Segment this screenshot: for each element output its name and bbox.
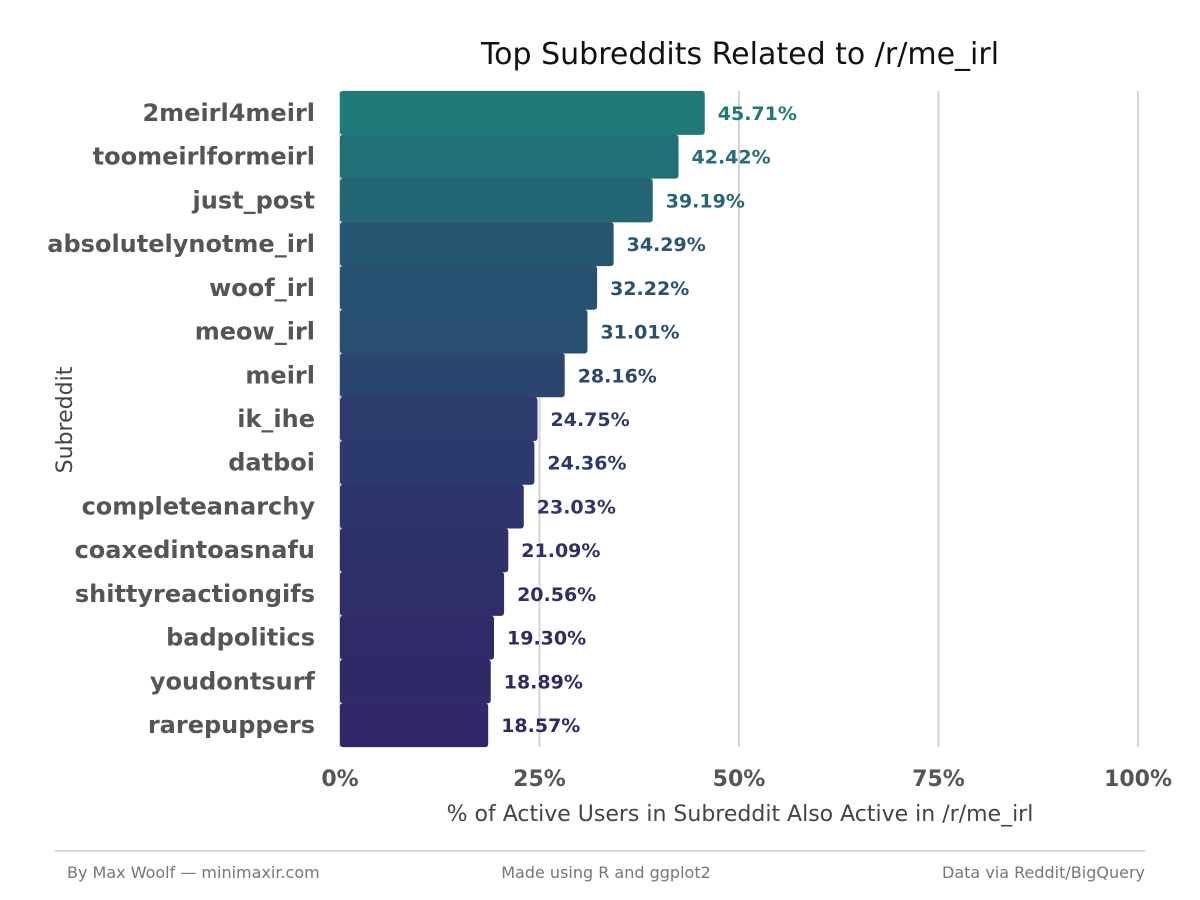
value-label: 24.36% bbox=[547, 453, 626, 475]
x-tick-label: 100% bbox=[1104, 767, 1172, 792]
bar-just_post bbox=[340, 178, 653, 223]
x-tick-label: 0% bbox=[321, 767, 358, 792]
category-label: completeanarchy bbox=[82, 492, 316, 520]
x-tick-label: 75% bbox=[912, 767, 965, 792]
bar-completeanarchy bbox=[340, 484, 524, 529]
bar-shittyreactiongifs bbox=[340, 571, 505, 616]
value-label: 20.56% bbox=[517, 584, 596, 606]
bar-badpolitics bbox=[340, 615, 495, 660]
footer-credit: By Max Woolf — minimaxir.com bbox=[67, 863, 320, 882]
bar-youdontsurf bbox=[340, 659, 491, 704]
value-label: 31.01% bbox=[600, 322, 679, 344]
x-axis-ticks: 0% 25% 50% 75% 100% bbox=[321, 767, 1172, 792]
category-label: meow_irl bbox=[195, 318, 315, 346]
y-axis-title: Subreddit bbox=[53, 366, 78, 473]
category-label: 2meirl4meirl bbox=[142, 99, 315, 127]
chart-title: Top Subreddits Related to /r/me_irl bbox=[480, 37, 999, 72]
bar-meow_irl bbox=[340, 309, 588, 354]
x-tick-label: 25% bbox=[513, 767, 566, 792]
value-label: 39.19% bbox=[666, 190, 745, 212]
bars bbox=[340, 90, 705, 748]
category-label: woof_irl bbox=[209, 274, 315, 302]
bar-absolutelynotme_irl bbox=[340, 222, 614, 267]
value-labels: 45.71% 42.42% 39.19% 34.29% 32.22% 31.01% 28.1… bbox=[501, 103, 797, 737]
bar-2meirl4meirl bbox=[340, 90, 705, 135]
value-label: 23.03% bbox=[537, 496, 616, 518]
value-label: 32.22% bbox=[610, 278, 689, 300]
x-axis-title: % of Active Users in Subreddit Also Acti… bbox=[447, 802, 1034, 827]
category-label: meirl bbox=[245, 361, 315, 389]
value-label: 45.71% bbox=[718, 103, 797, 125]
bar-rarepuppers bbox=[340, 703, 489, 748]
value-label: 28.16% bbox=[578, 365, 657, 387]
bar-woof_irl bbox=[340, 265, 598, 310]
category-label: shittyreactiongifs bbox=[75, 580, 315, 608]
category-label: toomeirlformeirl bbox=[93, 143, 315, 171]
category-label: badpolitics bbox=[166, 624, 315, 652]
value-label: 18.57% bbox=[501, 715, 580, 737]
value-label: 19.30% bbox=[507, 628, 586, 650]
x-tick-label: 50% bbox=[713, 767, 766, 792]
bar-coaxedintoasnafu bbox=[340, 528, 509, 573]
category-labels: 2meirl4meirl toomeirlformeirl just_postabs… bbox=[47, 99, 315, 739]
category-label: just_post bbox=[192, 186, 316, 214]
category-label: youdontsurf bbox=[150, 667, 316, 695]
category-label: rarepuppers bbox=[148, 711, 315, 739]
value-label: 18.89% bbox=[504, 671, 583, 693]
value-label: 42.42% bbox=[692, 147, 771, 169]
value-label: 24.75% bbox=[551, 409, 630, 431]
category-label: coaxedintoasnafu bbox=[75, 536, 315, 564]
bar-toomeirlformeirl bbox=[340, 134, 679, 179]
category-label: ik_ihe bbox=[237, 405, 315, 433]
bar-meirl bbox=[340, 353, 565, 398]
bar-ik_ihe bbox=[340, 397, 538, 441]
footer-data-source: Data via Reddit/BigQuery bbox=[942, 863, 1145, 882]
bar-datboi bbox=[340, 440, 535, 485]
value-label: 21.09% bbox=[521, 540, 600, 562]
value-label: 34.29% bbox=[627, 234, 706, 256]
footer-tool-note: Made using R and ggplot2 bbox=[501, 863, 711, 882]
category-label: datboi bbox=[228, 449, 315, 477]
category-label: absolutelynotme_irl bbox=[47, 230, 315, 258]
